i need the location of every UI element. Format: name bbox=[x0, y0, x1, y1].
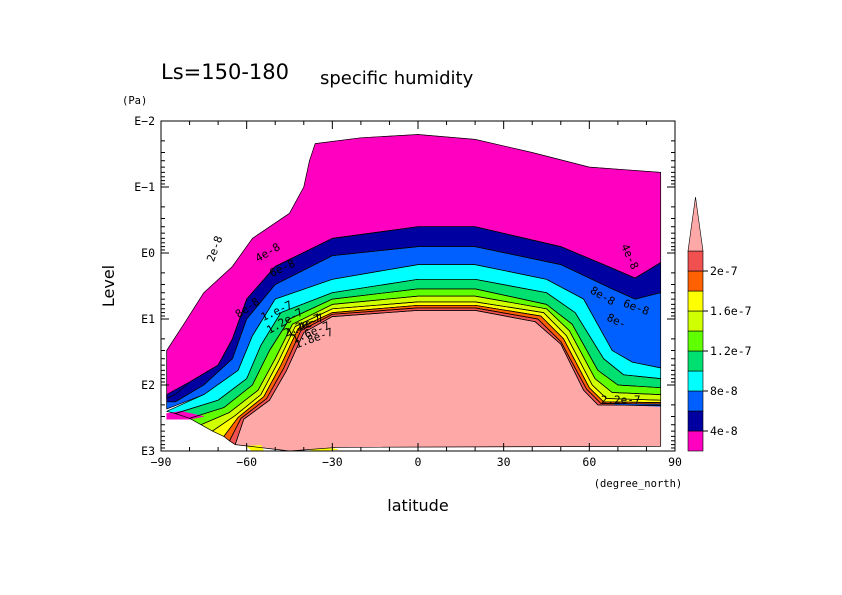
colorbar-swatch bbox=[687, 310, 704, 332]
colorbar-tick-label: 4e-8 bbox=[710, 424, 738, 438]
colorbar-extend-arrow bbox=[687, 196, 704, 252]
x-tick-label: 90 bbox=[668, 455, 682, 469]
chart-title: Ls=150-180 specific humidity bbox=[161, 60, 474, 89]
colorbar-swatch bbox=[687, 370, 704, 392]
y-tick-label: E2 bbox=[141, 378, 155, 392]
y-tick-label: E0 bbox=[141, 246, 155, 260]
plot-area: 2e-8 4e-86e-88e-81.e-71.2e-71.4e-71.6e-71… bbox=[165, 134, 662, 451]
x-tick-label: 30 bbox=[497, 455, 511, 469]
x-unit: (degree_north) bbox=[594, 478, 683, 490]
colorbar-swatch bbox=[687, 250, 704, 272]
contour-lines bbox=[166, 134, 662, 451]
colorbar: 4e-8 8e-8 1.2e-7 1.6e-7 2e-7 bbox=[687, 196, 752, 452]
colorbar-swatch bbox=[687, 430, 704, 452]
x-tick-label: −60 bbox=[236, 455, 257, 469]
colorbar-swatch bbox=[687, 350, 704, 372]
x-axis-label: latitude bbox=[387, 496, 448, 515]
x-axis: −90 −60 −30 0 30 60 90 bbox=[151, 121, 682, 469]
colorbar-swatch bbox=[687, 330, 704, 352]
x-tick-label: −30 bbox=[322, 455, 343, 469]
colorbar-swatch bbox=[687, 410, 704, 432]
colorbar-tick-label: 2e-7 bbox=[710, 264, 738, 278]
x-tick-label: 0 bbox=[415, 455, 422, 469]
y-tick-label: E1 bbox=[141, 312, 155, 326]
contour-label: 2.2e-7 bbox=[601, 393, 641, 406]
y-tick-label: E−1 bbox=[134, 180, 155, 194]
x-tick-label: 60 bbox=[582, 455, 596, 469]
y-axis: E−2 E−1 E0 E1 E2 E3 bbox=[134, 114, 675, 458]
colorbar-swatch bbox=[687, 390, 704, 412]
colorbar-tick-label: 1.6e-7 bbox=[710, 304, 752, 318]
contour-label: 2e-8 bbox=[204, 234, 225, 263]
colorbar-swatch bbox=[687, 270, 704, 292]
title-prefix: Ls=150-180 bbox=[161, 60, 289, 84]
y-axis-label: Level bbox=[99, 265, 118, 307]
contour-line bbox=[234, 310, 662, 451]
y-unit: (Pa) bbox=[122, 95, 147, 107]
title-text: specific humidity bbox=[320, 68, 474, 89]
contour-labels: 2e-8 4e-86e-88e-81.e-71.2e-71.4e-71.6e-71… bbox=[204, 234, 651, 406]
colorbar-swatch bbox=[687, 290, 704, 312]
x-tick-label: −90 bbox=[151, 455, 172, 469]
y-tick-label: E−2 bbox=[134, 114, 155, 128]
colorbar-tick-label: 1.2e-7 bbox=[710, 344, 752, 358]
y-tick-label: E3 bbox=[141, 444, 155, 458]
colorbar-tick-label: 8e-8 bbox=[710, 384, 738, 398]
